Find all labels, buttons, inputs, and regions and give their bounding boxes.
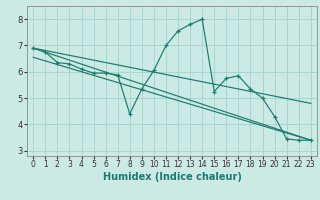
X-axis label: Humidex (Indice chaleur): Humidex (Indice chaleur) [103,172,241,182]
